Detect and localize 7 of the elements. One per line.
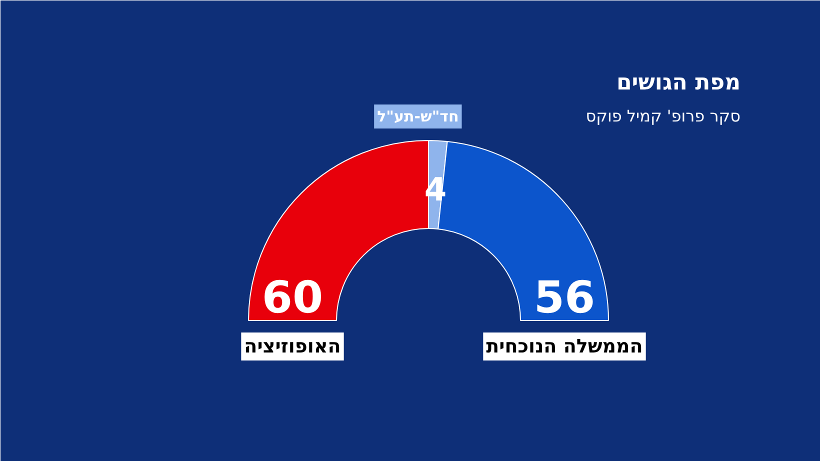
slice-label: הממשלה הנוכחית [486,336,643,358]
slice-label: האופוזיציה [244,336,341,358]
data-label: 60 [262,272,324,324]
data-label: 56 [534,272,596,324]
chart-title: מפת הגושים [616,70,741,96]
chart-subtitle: סקר פרופ' קמיל פוקס [586,106,741,126]
slice-label: חד"ש-תע"ל [377,108,459,126]
